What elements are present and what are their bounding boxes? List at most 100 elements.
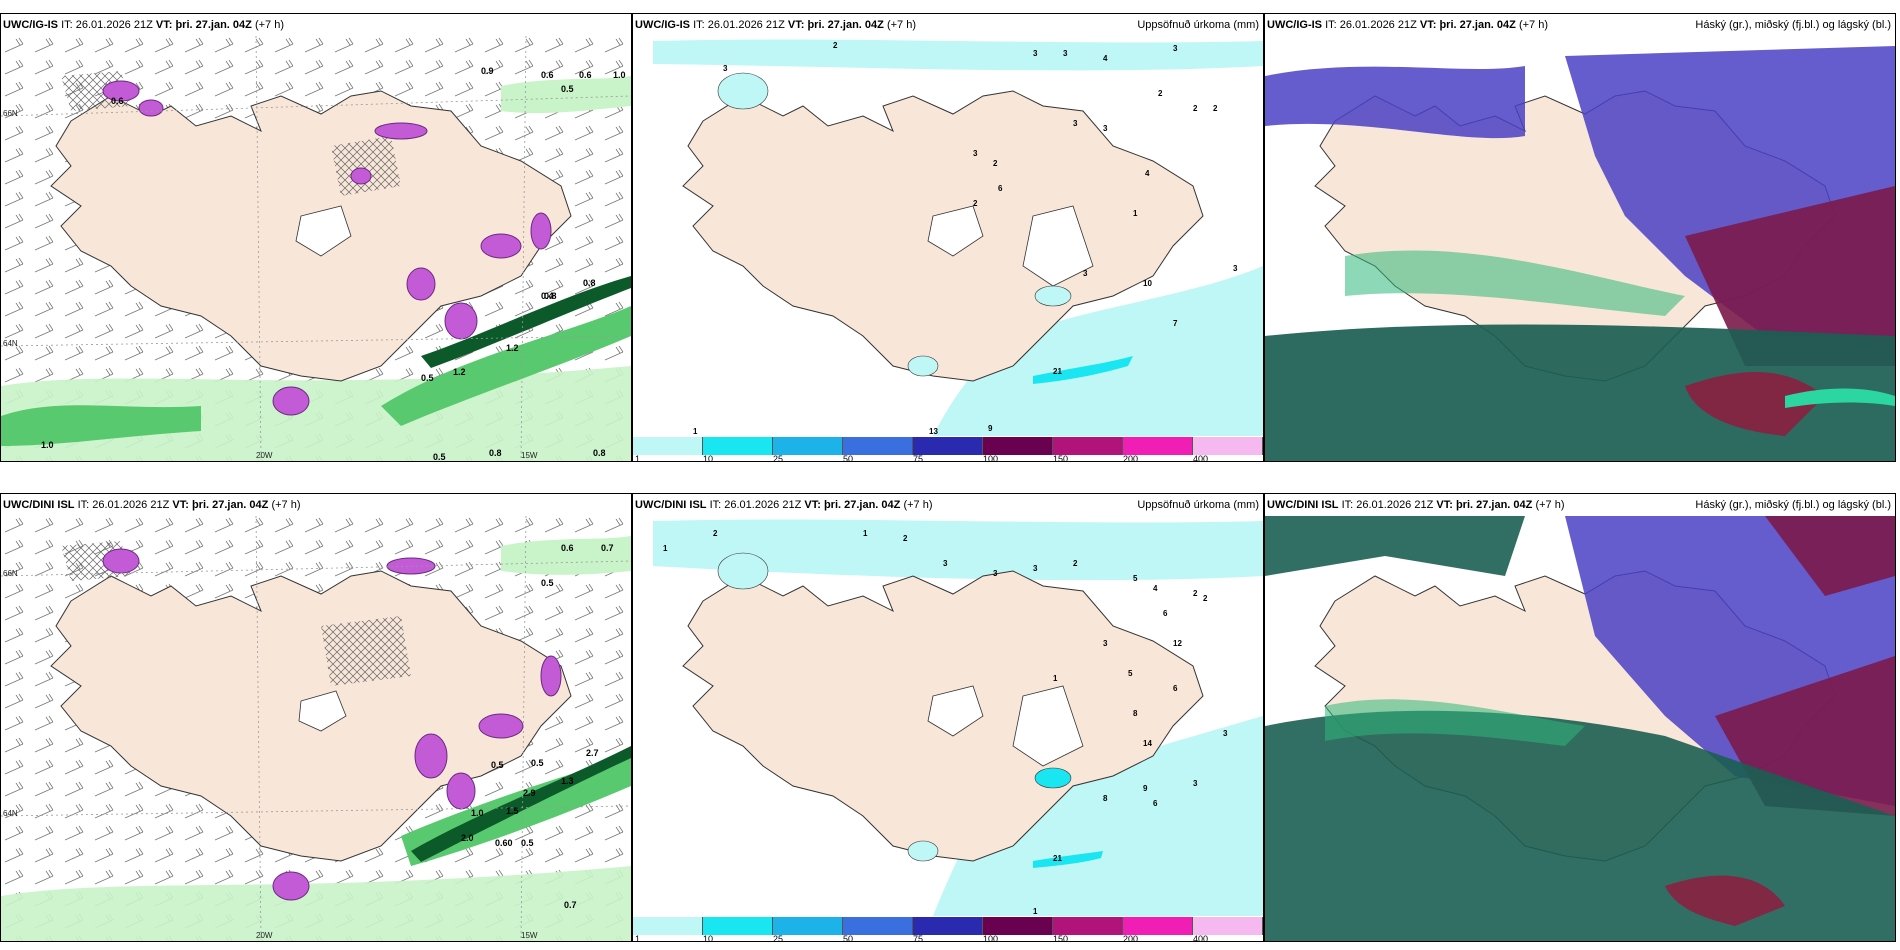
value-label: 0.6 — [579, 70, 592, 80]
field-title: Uppsöfnuð úrkoma (mm) — [1137, 19, 1259, 31]
precip-value: 1 — [1033, 907, 1038, 916]
precip-value: 3 — [973, 149, 978, 158]
panel-igis-wind-snow: UWC/IG-IS IT: 26.01.2026 21Z VT: þri. 27… — [0, 13, 632, 462]
colorbar-tick: 400 — [1193, 454, 1209, 462]
precip-value: 1 — [1053, 674, 1058, 683]
value-label: 0.5 — [541, 578, 554, 588]
issue-time: 26.01.2026 21Z — [75, 19, 153, 31]
precip-value: 2 — [1203, 594, 1208, 603]
precip-colorbar: 1 10 25 50 75 100 150 200 400 — [633, 917, 1263, 941]
issue-time-label: IT: — [1325, 19, 1337, 31]
precip-value: 3 — [1033, 49, 1038, 58]
lead-time: (+7 h) — [271, 499, 301, 511]
value-label: 0.5 — [421, 373, 434, 383]
model-name: UWC/DINI ISL — [635, 499, 707, 511]
colorbar-cell — [1193, 437, 1263, 455]
colorbar-cell — [1193, 917, 1263, 935]
colorbar-cell — [703, 437, 773, 455]
colorbar-tick: 75 — [913, 454, 924, 462]
value-label: 0.6 — [561, 543, 574, 553]
precip-value: 6 — [1153, 799, 1158, 808]
valid-time: VT: þri. 27.jan. 04Z — [155, 19, 252, 31]
valid-time: VT: þri. 27.jan. 04Z — [1436, 499, 1533, 511]
map-wind-snow: 20W 15W 66N 64N 0.6 0.5 0.7 0.5 0.5 1.3 … — [1, 516, 631, 941]
precip-value: 14 — [1143, 739, 1152, 748]
lat-label-66n: 66N — [3, 569, 18, 578]
colorbar-cell — [773, 917, 843, 935]
issue-time: 26.01.2026 21Z — [92, 499, 170, 511]
value-label: 1.0 — [613, 70, 626, 80]
precip-value: 1 — [863, 529, 868, 538]
precip-value: 21 — [1053, 854, 1062, 863]
precip-value: 3 — [1073, 119, 1078, 128]
colorbar-cell — [773, 437, 843, 455]
precip-value: 9 — [988, 424, 993, 433]
precip-value: 2 — [993, 159, 998, 168]
value-label: 0.7 — [601, 543, 614, 553]
precip-value: 4 — [1145, 169, 1150, 178]
value-label: 1.3 — [561, 776, 574, 786]
lead-time: (+7 h) — [254, 19, 284, 31]
lead-time: (+7 h) — [903, 499, 933, 511]
precip-value: 12 — [1173, 639, 1182, 648]
value-label: 0.5 — [491, 760, 504, 770]
map-clouds — [1265, 36, 1895, 461]
colorbar-tick: 150 — [1053, 934, 1069, 942]
precip-value: 2 — [1193, 104, 1198, 113]
colorbar-tick: 10 — [703, 934, 714, 942]
panel-dini-wind-snow: UWC/DINI ISL IT: 26.01.2026 21Z VT: þri.… — [0, 493, 632, 942]
map-precip: 2 1 1 2 3 3 3 2 5 4 6 2 12 2 1 3 5 6 8 1… — [653, 519, 1263, 916]
valid-time: VT: þri. 27.jan. 04Z — [1419, 19, 1516, 31]
colorbar-cell — [1053, 917, 1123, 935]
precip-value: 3 — [723, 64, 728, 73]
precip-value: 5 — [1128, 669, 1133, 678]
colorbar-cell — [1123, 917, 1193, 935]
value-label: 0.5 — [561, 84, 574, 94]
value-label: 0.5 — [521, 838, 534, 848]
precip-value: 6 — [1173, 684, 1178, 693]
colorbar-cell — [1053, 437, 1123, 455]
precip-value: 8 — [1133, 709, 1138, 718]
precip-value: 2 — [1158, 89, 1163, 98]
lat-label-66n: 66N — [3, 109, 18, 118]
value-label: 1.0 — [41, 440, 54, 450]
lead-time: (+7 h) — [1518, 19, 1548, 31]
colorbar-cell — [633, 437, 703, 455]
panel-igis-clouds: UWC/IG-IS IT: 26.01.2026 21Z VT: þri. 27… — [1264, 13, 1896, 462]
precip-value: 3 — [1063, 49, 1068, 58]
precip-value: 1 — [693, 427, 698, 436]
precip-value: 3 — [943, 559, 948, 568]
colorbar-cell — [633, 917, 703, 935]
precip-value: 1 — [663, 544, 668, 553]
colorbar-tick: 1 — [635, 454, 641, 462]
precip-value: 3 — [1223, 729, 1228, 738]
value-label: 1.0 — [471, 808, 484, 818]
model-name: UWC/IG-IS — [635, 19, 690, 31]
colorbar-tick: 75 — [913, 934, 924, 942]
precip-value: 21 — [1053, 367, 1062, 376]
lead-time: (+7 h) — [1535, 499, 1565, 511]
value-label: 0.8 — [593, 448, 606, 458]
colorbar-cell — [913, 437, 983, 455]
colorbar-tick: 10 — [703, 454, 714, 462]
precip-value: 2 — [833, 41, 838, 50]
precip-value: 4 — [1103, 54, 1108, 63]
precip-value: 9 — [1143, 784, 1148, 793]
panel-header: UWC/DINI ISL IT: 26.01.2026 21Z VT: þri.… — [1265, 494, 1895, 516]
precip-value: 3 — [1103, 639, 1108, 648]
precip-value: 13 — [929, 427, 938, 436]
field-title: Uppsöfnuð úrkoma (mm) — [1137, 499, 1259, 511]
map-wind-snow: 20W 15W 66N 64N 0.9 0.6 0.6 0.5 1.0 0.8 … — [1, 36, 631, 461]
colorbar-cell — [1123, 437, 1193, 455]
panel-igis-precip: UWC/IG-IS IT: 26.01.2026 21Z VT: þri. 27… — [632, 13, 1264, 462]
value-label: 1.5 — [506, 806, 519, 816]
precip-value: 2 — [1193, 589, 1198, 598]
precip-value: 6 — [1163, 609, 1168, 618]
precip-colorbar: 1 10 25 50 75 100 150 200 400 — [633, 437, 1263, 461]
issue-time: 26.01.2026 21Z — [724, 499, 802, 511]
precip-value: 2 — [1213, 104, 1218, 113]
colorbar-tick: 400 — [1193, 934, 1209, 942]
colorbar-cell — [843, 437, 913, 455]
value-label: 2.7 — [586, 748, 599, 758]
lon-label-20w: 20W — [256, 451, 273, 460]
